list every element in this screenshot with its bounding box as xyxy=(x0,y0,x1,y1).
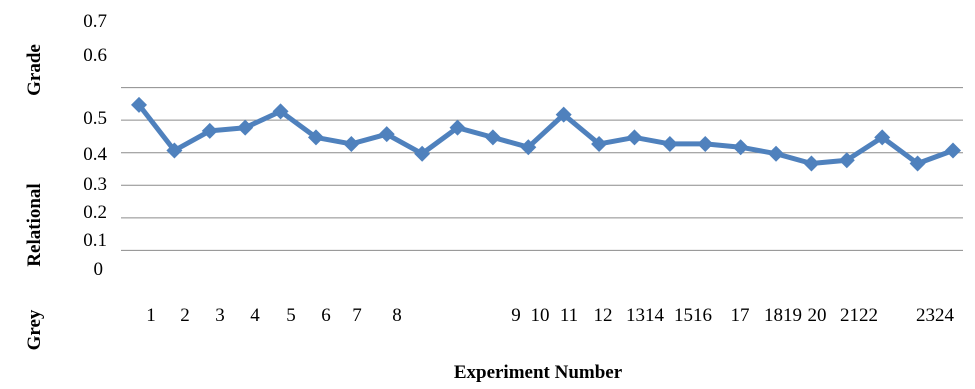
x-tick-label: 20 xyxy=(808,305,827,326)
y-tick-label: 0.1 xyxy=(83,230,107,251)
data-point-marker xyxy=(449,119,466,136)
y-tick-label: 0.7 xyxy=(83,11,107,32)
data-point-marker xyxy=(131,96,147,113)
gridlines xyxy=(121,87,963,251)
data-point-marker xyxy=(166,142,183,159)
data-point-marker xyxy=(838,152,855,169)
x-tick-label: 1 xyxy=(146,305,156,326)
data-point-marker xyxy=(237,119,254,136)
data-point-marker xyxy=(945,142,961,159)
data-point-marker xyxy=(378,126,395,143)
y-axis-title-grade: Grade xyxy=(24,44,45,96)
data-point-marker xyxy=(414,145,431,162)
data-point-marker xyxy=(201,122,218,139)
data-point-marker xyxy=(661,135,678,152)
series-line xyxy=(137,103,954,166)
x-tick-label: 2324 xyxy=(916,305,955,326)
data-point-marker xyxy=(803,155,820,172)
x-tick-labels: 1 2 3 4 5 6 7 8 9 10 11 12 1314 1516 17 1819 20 2122 2324 xyxy=(146,305,954,326)
data-point-marker xyxy=(307,129,324,146)
x-tick-label: 6 xyxy=(321,305,331,326)
x-tick-label: 12 xyxy=(594,305,613,326)
x-tick-label: 1314 xyxy=(626,305,665,326)
data-point-marker xyxy=(909,155,926,172)
data-point-marker xyxy=(874,129,891,146)
data-point-marker xyxy=(484,129,501,146)
data-point-marker xyxy=(272,103,289,120)
data-point-marker xyxy=(520,139,537,156)
data-point-marker xyxy=(768,145,785,162)
x-tick-label: 1819 xyxy=(764,305,802,326)
data-point-marker xyxy=(591,135,608,152)
x-tick-label: 11 xyxy=(560,305,578,326)
x-tick-label: 1516 xyxy=(674,305,712,326)
x-tick-label: 3 xyxy=(215,305,225,326)
y-tick-label: 0.4 xyxy=(83,144,107,165)
x-tick-label: 7 xyxy=(352,305,362,326)
data-point-marker xyxy=(697,135,714,152)
data-point-marker xyxy=(626,129,643,146)
x-tick-label: 8 xyxy=(392,305,402,326)
series-group xyxy=(131,96,961,172)
data-point-marker xyxy=(732,139,749,156)
x-tick-label: 17 xyxy=(731,305,750,326)
y-tick-label: 0 xyxy=(94,259,104,280)
data-point-marker xyxy=(343,135,360,152)
x-tick-label: 2 xyxy=(180,305,190,326)
data-point-marker xyxy=(555,106,572,123)
y-tick-labels: 0 0.1 0.2 0.3 0.4 0.5 0.6 0.7 xyxy=(83,11,107,280)
y-tick-label: 0.6 xyxy=(83,45,107,66)
y-axis-title-relational: Relational xyxy=(24,183,45,266)
x-tick-label: 9 xyxy=(511,305,521,326)
y-tick-label: 0.2 xyxy=(83,202,107,223)
y-tick-label: 0.5 xyxy=(83,108,107,129)
x-tick-label: 5 xyxy=(286,305,296,326)
y-axis-title-grey: Grey xyxy=(24,309,45,350)
x-tick-label: 2122 xyxy=(840,305,878,326)
x-tick-label: 10 xyxy=(531,305,550,326)
y-tick-label: 0.3 xyxy=(83,174,107,195)
x-axis-title: Experiment Number xyxy=(454,362,623,383)
x-tick-label: 4 xyxy=(250,305,260,326)
